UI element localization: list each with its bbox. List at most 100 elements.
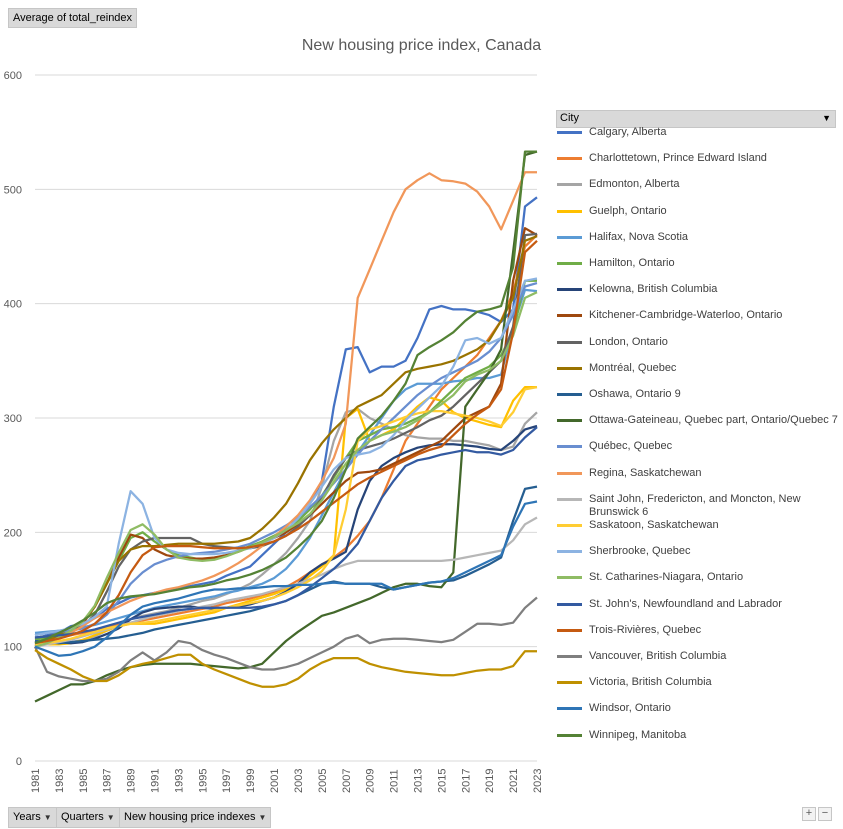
x-tick-label: 2001	[269, 769, 281, 793]
legend-label: Windsor, Ontario	[589, 702, 671, 714]
legend-field-label: City	[560, 112, 579, 124]
series-line	[34, 227, 538, 646]
x-axis-ticks: 1981 1983 1985 1987 1989 1991 1993 1995 1997 1999…	[30, 769, 544, 793]
legend-swatch	[557, 707, 582, 710]
legend-label: Regina, Saskatchewan	[589, 467, 702, 479]
x-tick-label: 2011	[389, 769, 401, 793]
series-line	[34, 288, 538, 635]
legend-swatch	[557, 498, 582, 501]
legend-label: Montréal, Quebec	[589, 362, 677, 374]
series-line	[34, 649, 537, 688]
legend-field-button[interactable]: City ▼	[556, 110, 836, 128]
legend-swatch	[557, 419, 582, 422]
legend-swatch	[557, 393, 582, 396]
axis-field-label: Quarters	[61, 811, 104, 823]
x-tick-label: 2007	[341, 769, 353, 793]
legend-swatch	[557, 576, 582, 579]
series-line	[34, 150, 537, 645]
legend-label: Hamilton, Ontario	[589, 257, 675, 269]
legend-label: Ottawa-Gateineau, Quebec part, Ontario/Q…	[589, 414, 838, 426]
series-line	[34, 171, 537, 647]
legend-label: Winnipeg, Manitoba	[589, 729, 687, 741]
legend-swatch	[557, 183, 582, 186]
series-line	[34, 235, 538, 648]
x-tick-label: 1991	[150, 769, 162, 793]
legend-swatch	[557, 236, 582, 239]
expand-button[interactable]: +	[802, 807, 816, 821]
x-tick-label: 1993	[173, 769, 185, 793]
x-tick-label: 1997	[221, 769, 233, 793]
x-tick-label: 2017	[460, 769, 472, 793]
x-tick-label: 2021	[508, 769, 520, 793]
x-tick-label: 2003	[293, 769, 305, 793]
legend-label: Sherbrooke, Quebec	[589, 545, 691, 557]
dropdown-arrow-icon: ▼	[258, 813, 267, 822]
filter-field-button[interactable]: Average of total_reindex	[8, 8, 138, 28]
legend-swatch	[557, 288, 582, 291]
legend-swatch	[557, 131, 582, 134]
legend-swatch	[557, 629, 582, 632]
y-tick-label: 0	[16, 756, 22, 768]
legend-label: Vancouver, British Columbia	[589, 650, 727, 662]
legend-swatch	[557, 210, 582, 213]
y-axis-ticks: 0 100 200 300 400 500 600	[4, 70, 22, 768]
series-line	[34, 500, 538, 657]
x-tick-label: 1985	[78, 769, 90, 793]
legend-swatch	[557, 524, 582, 527]
dropdown-arrow-icon: ▼	[822, 113, 831, 123]
x-tick-label: 2023	[532, 769, 544, 793]
collapse-button[interactable]: −	[818, 807, 832, 821]
legend-swatch	[557, 314, 582, 317]
legend-label: London, Ontario	[589, 336, 668, 348]
axis-field-years[interactable]: Years ▼	[8, 807, 57, 828]
legend-label: Saint John, Fredericton, and Moncton, Ne…	[589, 493, 801, 518]
y-tick-label: 100	[4, 642, 22, 654]
legend-swatch	[557, 655, 582, 658]
y-tick-label: 300	[4, 413, 22, 425]
axis-field-quarters[interactable]: Quarters ▼	[56, 807, 120, 828]
legend-swatch	[557, 445, 582, 448]
y-tick-label: 500	[4, 184, 22, 196]
series-line	[34, 426, 538, 639]
y-tick-label: 200	[4, 527, 22, 539]
x-tick-label: 1983	[54, 769, 66, 793]
legend-label: St. John's, Newfoundland and Labrador	[589, 598, 782, 610]
series-line	[34, 291, 538, 648]
x-tick-label: 2013	[412, 769, 424, 793]
legend-label: Guelph, Ontario	[589, 205, 667, 217]
legend-label: Charlottetown, Prince Edward Island	[589, 152, 767, 164]
series-line	[34, 234, 538, 644]
legend-swatch	[557, 603, 582, 606]
axis-field-housing-price-indexes[interactable]: New housing price indexes ▼	[119, 807, 272, 828]
legend-swatch	[557, 472, 582, 475]
series-line	[33, 596, 538, 683]
legend-label: Kitchener-Cambridge-Waterloo, Ontario	[589, 309, 783, 321]
x-tick-label: 1995	[197, 769, 209, 793]
chart-title: New housing price index, Canada	[301, 37, 542, 54]
filter-field-label: Average of total_reindex	[13, 12, 133, 24]
axis-field-label: Years	[13, 811, 41, 823]
legend-label: Edmonton, Alberta	[589, 178, 680, 190]
y-tick-label: 600	[4, 70, 22, 82]
legend-swatch	[557, 157, 582, 160]
dropdown-arrow-icon: ▼	[43, 813, 52, 822]
dropdown-arrow-icon: ▼	[106, 813, 115, 822]
legend-swatch	[557, 681, 582, 684]
legend-label: Saskatoon, Saskatchewan	[589, 519, 719, 531]
x-tick-label: 2009	[365, 769, 377, 793]
legend-swatch	[557, 341, 582, 344]
legend-swatch	[557, 734, 582, 737]
legend-label: Trois-Rivières, Quebec	[589, 624, 702, 636]
gridlines	[35, 74, 537, 762]
legend-label: Québec, Quebec	[589, 440, 673, 452]
legend-label: Halifax, Nova Scotia	[589, 231, 689, 243]
legend-swatch	[557, 550, 582, 553]
x-tick-label: 1999	[245, 769, 257, 793]
x-tick-label: 2019	[484, 769, 496, 793]
legend-swatch	[557, 367, 582, 370]
x-tick-label: 1987	[102, 769, 114, 793]
x-tick-label: 1981	[30, 769, 42, 793]
series-lines	[33, 150, 538, 703]
series-line	[34, 239, 538, 645]
